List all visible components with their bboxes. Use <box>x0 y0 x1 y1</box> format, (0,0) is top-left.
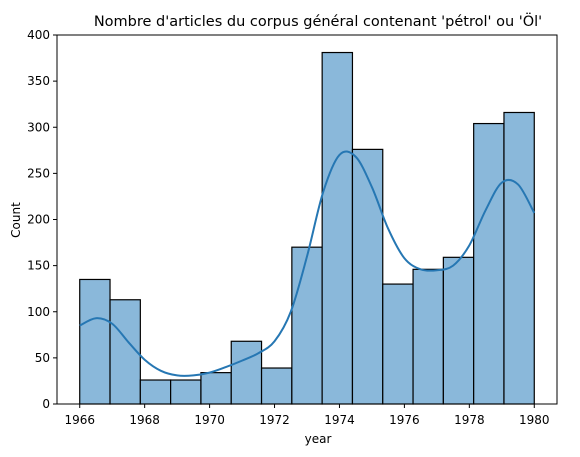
y-tick-label: 200 <box>27 213 50 227</box>
x-tick-label: 1966 <box>64 413 95 427</box>
x-tick-label: 1980 <box>519 413 550 427</box>
histogram-bar <box>291 246 323 405</box>
kde-curve <box>79 150 536 377</box>
x-tick-label: 1978 <box>454 413 485 427</box>
histogram-bar <box>139 379 172 405</box>
histogram-bar <box>79 278 111 405</box>
y-tick-label: 50 <box>35 351 50 365</box>
histogram-bar <box>321 51 354 405</box>
y-tick-label: 250 <box>27 166 50 180</box>
histogram-bar <box>230 340 263 405</box>
histogram-bar <box>351 148 384 405</box>
y-tick-label: 100 <box>27 305 50 319</box>
y-tick-label: 300 <box>27 120 50 134</box>
histogram-bar <box>473 122 505 405</box>
y-tick-label: 400 <box>27 28 50 42</box>
histogram-bar <box>412 268 444 405</box>
y-tick-label: 150 <box>27 259 50 273</box>
chart-title: Nombre d'articles du corpus général cont… <box>94 12 542 30</box>
histogram-bar <box>382 283 414 405</box>
x-axis-label: year <box>305 432 332 446</box>
histogram-bar <box>200 372 232 405</box>
bars-group <box>79 51 535 405</box>
y-axis-label: Count <box>9 202 23 238</box>
histogram-bar <box>442 256 475 405</box>
y-tick-label: 0 <box>42 397 50 411</box>
histogram-bar <box>260 367 293 405</box>
x-axis-ticks: 1966 1968 1970 1972 1974 1976 1978 1980 <box>64 404 550 427</box>
histogram-bar <box>170 379 202 405</box>
x-tick-label: 1972 <box>259 413 290 427</box>
y-tick-label: 350 <box>27 74 50 88</box>
histogram-bar <box>109 299 141 405</box>
histogram-bar <box>503 111 535 405</box>
x-tick-label: 1968 <box>129 413 160 427</box>
x-tick-label: 1974 <box>324 413 355 427</box>
y-axis-ticks: 0 50 100 150 200 250 300 350 400 <box>27 28 57 411</box>
x-tick-label: 1976 <box>389 413 420 427</box>
x-tick-label: 1970 <box>194 413 225 427</box>
